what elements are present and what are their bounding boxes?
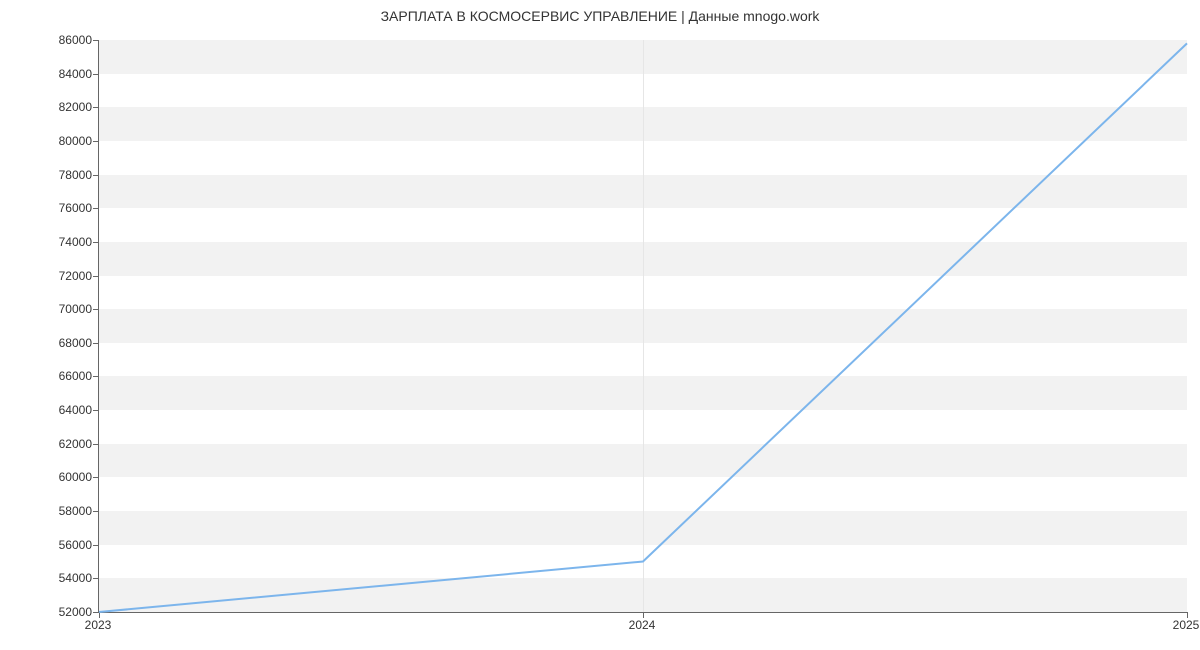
plot-area — [98, 40, 1187, 613]
y-tick-label: 60000 — [12, 470, 92, 484]
y-tick-label: 86000 — [12, 33, 92, 47]
x-tick-label: 2023 — [85, 618, 112, 632]
y-tick-label: 72000 — [12, 269, 92, 283]
x-tick-label: 2024 — [629, 618, 656, 632]
y-tick-label: 82000 — [12, 100, 92, 114]
series-line — [99, 43, 1187, 612]
y-tick-label: 58000 — [12, 504, 92, 518]
line-series — [99, 40, 1187, 612]
y-tick-label: 68000 — [12, 336, 92, 350]
x-tick-label: 2025 — [1173, 618, 1200, 632]
y-tick-label: 84000 — [12, 67, 92, 81]
y-tick-label: 62000 — [12, 437, 92, 451]
y-tick-label: 56000 — [12, 538, 92, 552]
y-tick-label: 64000 — [12, 403, 92, 417]
y-tick-label: 54000 — [12, 571, 92, 585]
y-tick-label: 74000 — [12, 235, 92, 249]
chart-title: ЗАРПЛАТА В КОСМОСЕРВИС УПРАВЛЕНИЕ | Данн… — [0, 0, 1200, 28]
salary-chart: ЗАРПЛАТА В КОСМОСЕРВИС УПРАВЛЕНИЕ | Данн… — [0, 0, 1200, 650]
y-tick-label: 66000 — [12, 369, 92, 383]
y-tick-label: 78000 — [12, 168, 92, 182]
y-tick-label: 80000 — [12, 134, 92, 148]
y-tick-label: 52000 — [12, 605, 92, 619]
y-tick-label: 70000 — [12, 302, 92, 316]
y-tick-label: 76000 — [12, 201, 92, 215]
